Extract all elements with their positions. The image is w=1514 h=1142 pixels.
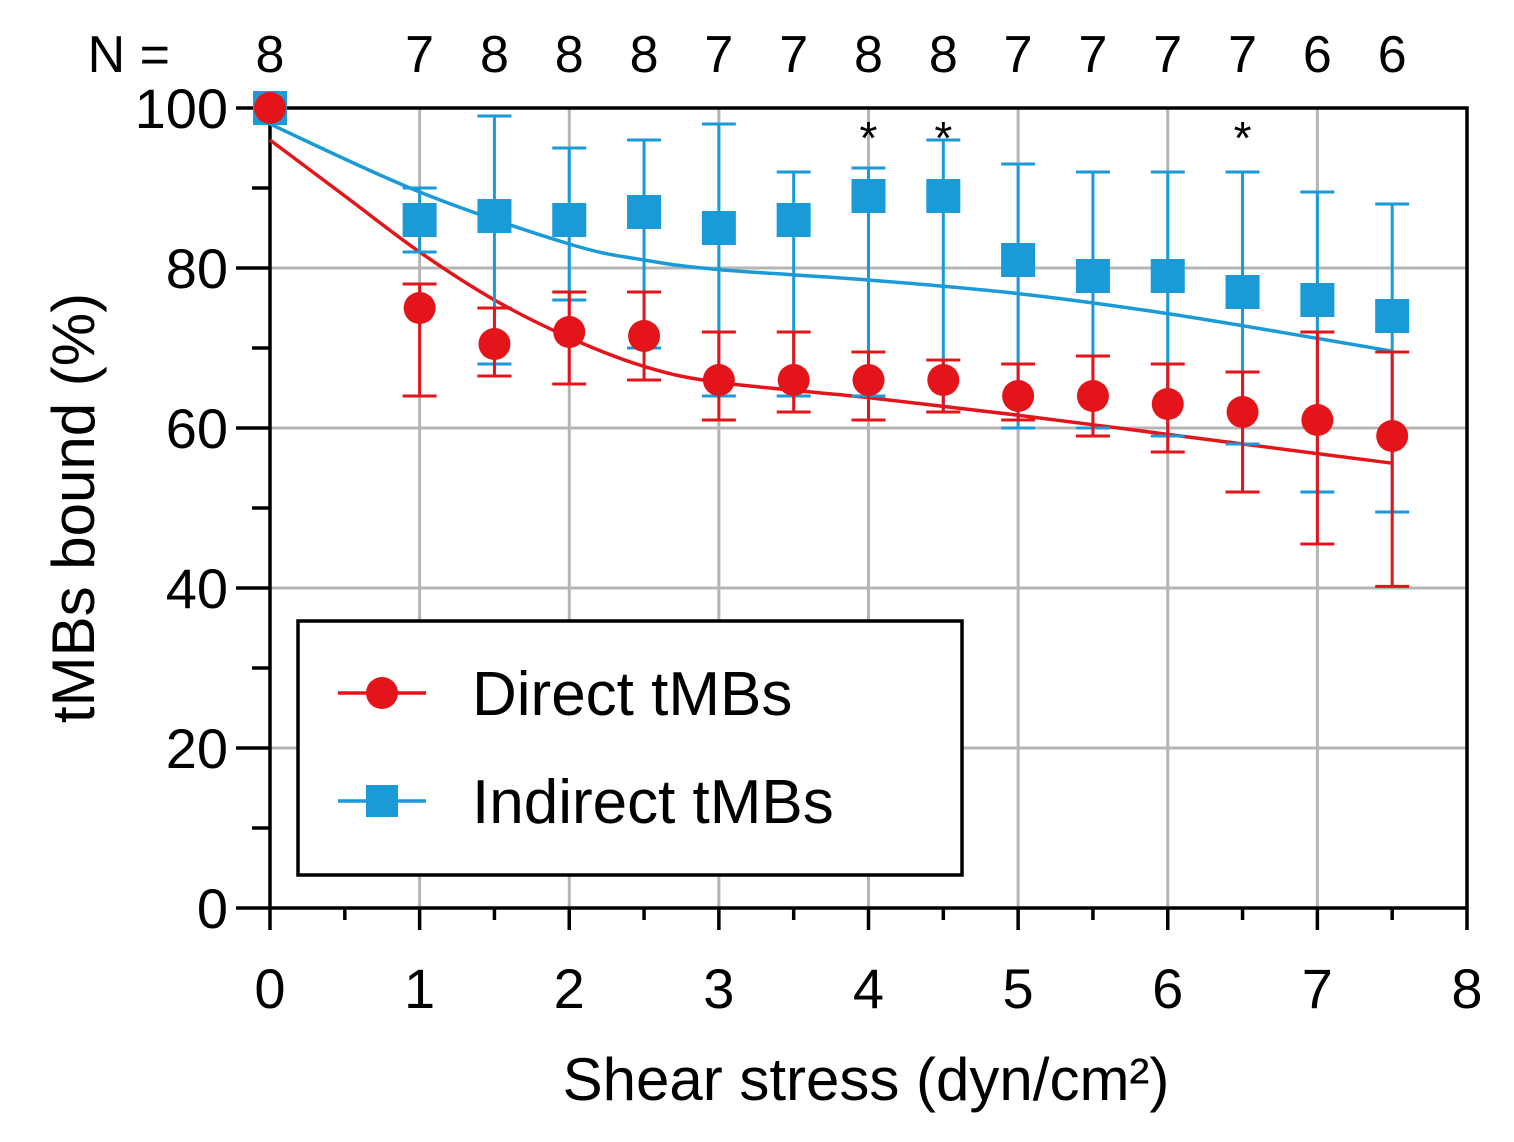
n-count-label: 7 [779,26,808,84]
x-tick-label: 7 [1302,957,1333,1020]
indirect-tmbs-point [776,203,811,237]
direct-tmbs-fit-curve [268,138,1393,465]
indirect-tmbs-fit-curve [269,122,1393,353]
x-tick-label: 8 [1451,957,1482,1020]
axis-ticks [236,106,1469,930]
indirect-tmbs-point [552,203,587,237]
direct-tmbs-legend-label: Direct tMBs [472,660,792,729]
n-count-label: 6 [1378,26,1407,84]
y-tick-label: 40 [166,557,228,620]
direct-tmbs-point [1226,396,1259,428]
direct-tmbs-point [702,364,735,396]
significance-asterisk: * [934,112,952,164]
direct-tmbs-point [254,92,286,124]
significance-asterisk: * [860,112,878,164]
legend: Direct tMBs Indirect tMBs [296,619,964,877]
y-tick-label: 20 [166,717,228,780]
indirect-tmbs-point [1300,283,1335,317]
n-count-label: 8 [854,26,883,84]
n-count-label: 7 [704,26,733,84]
n-count-label: 8 [555,26,584,84]
x-tick-label: 3 [703,957,734,1020]
n-count-label: 6 [1303,26,1332,84]
y-tick-label: 80 [166,237,228,300]
x-tick-label: 2 [554,957,585,1020]
x-tick-label: 0 [254,957,285,1020]
n-count-label: 8 [480,26,509,84]
n-prefix-label: N = [88,26,170,84]
direct-tmbs-point [628,320,661,352]
n-count-label: 8 [256,26,285,84]
direct-tmbs-point [403,292,436,324]
direct-tmbs-legend-marker [366,677,398,709]
y-tick-label: 60 [166,397,228,460]
data-markers [253,91,1410,452]
x-tick-label: 5 [1003,957,1034,1020]
indirect-tmbs-point [1150,259,1185,293]
x-tick-label: 4 [853,957,884,1020]
indirect-tmbs-point [627,195,662,229]
indirect-tmbs-point [851,179,886,213]
direct-tmbs-point [1151,388,1184,420]
indirect-tmbs-legend-marker [366,785,398,817]
direct-tmbs-point [852,364,885,396]
y-tick-label: 100 [135,77,228,140]
n-count-label: 7 [1004,26,1033,84]
y-tick-label: 0 [197,877,228,940]
direct-tmbs-point [1301,404,1334,436]
direct-tmbs-point [777,364,810,396]
indirect-tmbs-point [1225,275,1260,309]
x-tick-label: 6 [1152,957,1183,1020]
direct-tmbs-point [927,364,960,396]
n-count-label: 8 [630,26,659,84]
x-axis-title: Shear stress (dyn/cm²) [563,1046,1170,1113]
n-count-label: 7 [1153,26,1182,84]
indirect-tmbs-point [402,203,437,237]
n-count-label: 7 [1078,26,1107,84]
direct-tmbs-point [1076,380,1109,412]
indirect-tmbs-legend-label: Indirect tMBs [472,768,834,837]
indirect-tmbs-point [926,179,961,213]
direct-tmbs-point [1002,380,1035,412]
n-count-label: 7 [1228,26,1257,84]
significance-asterisk: * [1234,112,1252,164]
n-count-label: 7 [405,26,434,84]
n-count-label: 8 [929,26,958,84]
significance-markers: * * * [860,112,1252,164]
indirect-tmbs-point [1001,243,1036,277]
indirect-tmbs-point [1075,259,1110,293]
y-axis-title: tMBs bound (%) [40,293,107,723]
indirect-tmbs-point [701,211,736,245]
indirect-tmbs-point [1375,299,1410,333]
error-bars [402,114,1410,588]
x-tick-label: 1 [404,957,435,1020]
direct-tmbs-point [478,328,511,360]
indirect-tmbs-point [477,199,512,233]
fit-curves [268,122,1393,465]
direct-tmbs-point [553,316,586,348]
legend-box [296,619,964,877]
direct-tmbs-point [1376,420,1409,452]
